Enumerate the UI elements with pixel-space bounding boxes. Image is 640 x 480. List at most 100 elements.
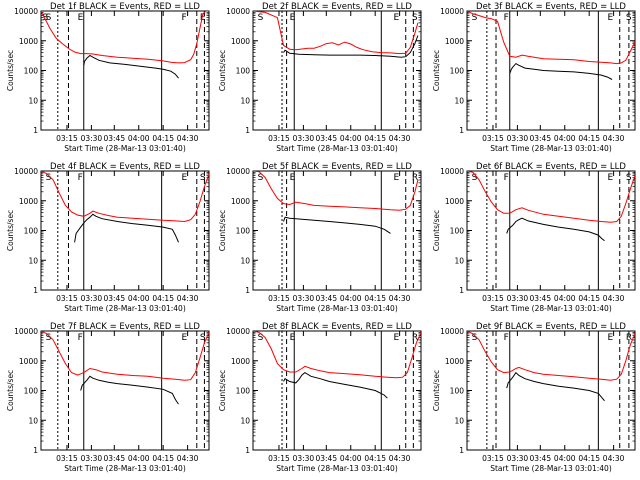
x-tick-label: 04:15	[578, 294, 600, 303]
x-tick-label: 03:45	[315, 454, 337, 463]
x-tick-label: 03:30	[507, 454, 529, 463]
events-series-line	[83, 54, 179, 79]
plot-frame	[40, 10, 210, 131]
y-tick-label: 10	[28, 96, 38, 105]
corner-mark: E	[78, 13, 84, 23]
x-tick-label: 04:00	[128, 134, 150, 143]
x-tick-label: 03:15	[482, 294, 504, 303]
x-tick-label: 04:15	[364, 134, 386, 143]
corner-mark: F	[504, 13, 509, 23]
y-tick-label: 1	[459, 126, 464, 135]
plot-frame	[252, 170, 422, 291]
x-tick-label: 04:30	[389, 454, 411, 463]
x-tick-label: 04:00	[340, 454, 362, 463]
events-series-line	[506, 217, 605, 242]
y-tick-label: 10	[454, 416, 464, 425]
x-tick-label: 03:15	[268, 294, 290, 303]
corner-mark: E	[608, 173, 614, 183]
plot-frame	[466, 170, 636, 291]
plot-frame	[40, 170, 210, 291]
x-tick-label: 04:30	[389, 294, 411, 303]
x-tick-label: 03:15	[482, 134, 504, 143]
lld-series-line	[467, 11, 635, 65]
x-tick-label: 04:30	[177, 134, 199, 143]
corner-mark: S	[258, 333, 264, 343]
y-tick-label: 1000	[445, 357, 464, 366]
x-axis-label: Start Time (28-Mar-13 03:01:40)	[64, 464, 186, 473]
y-tick-label: 1	[33, 446, 38, 455]
x-axis-label: Start Time (28-Mar-13 03:01:40)	[276, 144, 398, 153]
y-tick-label: 1000	[231, 357, 250, 366]
chart-panel-9: Det 9f BLACK = Events, RED = LLD 1 10 100 10…	[432, 322, 636, 473]
corner-mark: E	[290, 13, 296, 23]
corner-mark: F	[182, 13, 187, 23]
lld-series-line	[253, 171, 419, 211]
x-tick-label: 04:30	[177, 454, 199, 463]
corner-mark: E	[394, 333, 400, 343]
x-tick-label: 03:15	[56, 294, 78, 303]
x-tick-label: 03:15	[482, 454, 504, 463]
plot-frame	[252, 10, 422, 131]
events-series-line	[506, 371, 605, 402]
events-series-line	[283, 216, 391, 234]
y-tick-label: 1000	[445, 197, 464, 206]
y-tick-label: 10000	[14, 327, 38, 336]
lld-series-line	[253, 11, 419, 55]
panel-title: Det 9f BLACK = Events, RED = LLD	[476, 322, 626, 332]
x-tick-label: 04:30	[389, 134, 411, 143]
chart-panel-6: Det 6f BLACK = Events, RED = LLD 1 10 100 10…	[432, 162, 636, 313]
corner-mark: S	[258, 13, 264, 23]
lld-series-line	[467, 331, 635, 381]
y-tick-label: 1000	[231, 197, 250, 206]
y-axis-label: Counts/sec	[6, 50, 15, 91]
y-tick-label: 1000	[231, 37, 250, 46]
y-tick-label: 10000	[440, 7, 464, 16]
y-axis-label: Counts/sec	[218, 210, 227, 251]
x-tick-label: 03:45	[315, 294, 337, 303]
y-tick-label: 100	[236, 387, 251, 396]
corner-mark: S	[46, 333, 52, 343]
corner-mark: S	[472, 333, 478, 343]
y-tick-label: 10000	[226, 327, 250, 336]
corner-mark: E	[608, 13, 614, 23]
plot-frame	[252, 330, 422, 451]
x-axis-label: Start Time (28-Mar-13 03:01:40)	[64, 304, 186, 313]
x-tick-label: 04:30	[603, 134, 625, 143]
y-tick-label: 10	[240, 256, 250, 265]
y-tick-label: 1	[245, 446, 250, 455]
y-tick-label: 100	[236, 67, 251, 76]
x-tick-label: 03:30	[81, 134, 103, 143]
corner-mark: S	[200, 333, 206, 343]
x-tick-label: 04:00	[554, 294, 576, 303]
x-tick-label: 04:30	[603, 294, 625, 303]
corner-mark: E	[608, 333, 614, 343]
chart-panel-5: Det 5f BLACK = Events, RED = LLD 1 10 100 10…	[218, 162, 422, 313]
corner-mark: S	[200, 173, 206, 183]
y-tick-label: 1000	[19, 37, 38, 46]
lld-series-line	[41, 171, 209, 223]
chart-panel-4: Det 4f BLACK = Events, RED = LLD 1 10 100 10…	[6, 162, 210, 313]
corner-mark: R	[412, 333, 418, 343]
x-axis-label: Start Time (28-Mar-13 03:01:40)	[490, 304, 612, 313]
x-tick-label: 03:30	[507, 294, 529, 303]
x-tick-label: 04:00	[340, 294, 362, 303]
x-tick-label: 03:45	[103, 294, 125, 303]
y-tick-label: 10000	[440, 327, 464, 336]
x-tick-label: 04:15	[578, 134, 600, 143]
x-tick-label: 04:15	[152, 454, 174, 463]
y-tick-label: 10000	[440, 167, 464, 176]
corner-mark: E	[182, 333, 188, 343]
panel-title: Det 2f BLACK = Events, RED = LLD	[262, 2, 412, 12]
x-tick-label: 03:45	[103, 454, 125, 463]
y-tick-label: 10	[240, 96, 250, 105]
panel-title: Det 6f BLACK = Events, RED = LLD	[476, 162, 626, 172]
y-tick-label: 10000	[226, 167, 250, 176]
y-axis-label: Counts/sec	[218, 50, 227, 91]
lld-series-line	[41, 11, 209, 64]
corner-mark: S	[43, 13, 49, 23]
y-tick-label: 1	[459, 446, 464, 455]
x-tick-label: 04:15	[364, 294, 386, 303]
lld-series-line	[41, 331, 209, 381]
panel-title: Det 8f BLACK = Events, RED = LLD	[262, 322, 412, 332]
